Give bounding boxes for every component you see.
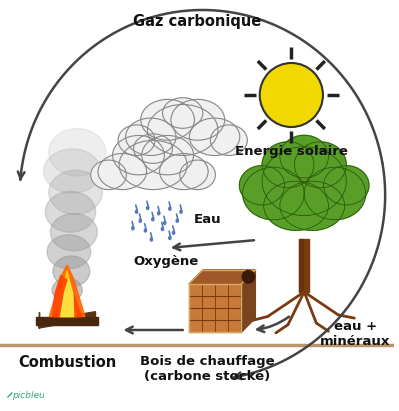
Text: Eau: Eau (194, 213, 221, 226)
Ellipse shape (210, 125, 247, 155)
FancyBboxPatch shape (299, 239, 303, 292)
Ellipse shape (239, 166, 285, 205)
Ellipse shape (161, 228, 164, 231)
Circle shape (242, 270, 255, 283)
Ellipse shape (169, 236, 171, 240)
Ellipse shape (190, 118, 240, 155)
Ellipse shape (180, 210, 182, 213)
Ellipse shape (150, 238, 152, 241)
Ellipse shape (262, 147, 346, 216)
Ellipse shape (304, 167, 366, 220)
Polygon shape (57, 270, 77, 316)
Ellipse shape (158, 212, 160, 215)
Polygon shape (49, 265, 85, 316)
Ellipse shape (135, 210, 138, 213)
Ellipse shape (169, 207, 171, 210)
Ellipse shape (164, 222, 166, 224)
Ellipse shape (160, 154, 208, 189)
Ellipse shape (52, 278, 82, 302)
Polygon shape (39, 312, 95, 328)
Ellipse shape (144, 229, 146, 232)
Text: Combustion: Combustion (18, 355, 116, 370)
Ellipse shape (141, 99, 194, 140)
Polygon shape (61, 279, 74, 316)
Text: picbleu: picbleu (12, 391, 45, 400)
Ellipse shape (148, 104, 218, 155)
Ellipse shape (243, 167, 304, 220)
Text: Bois de chauffage
(carbone stocké): Bois de chauffage (carbone stocké) (140, 355, 275, 383)
Polygon shape (189, 270, 255, 284)
Ellipse shape (171, 99, 225, 140)
Ellipse shape (113, 136, 164, 175)
Ellipse shape (152, 218, 154, 221)
Ellipse shape (119, 141, 187, 189)
Text: Energie solaire: Energie solaire (235, 145, 348, 158)
Text: Oxygène: Oxygène (133, 255, 199, 268)
Ellipse shape (98, 154, 146, 189)
Ellipse shape (49, 170, 103, 215)
FancyBboxPatch shape (299, 239, 310, 292)
Ellipse shape (132, 227, 134, 230)
Ellipse shape (162, 98, 203, 128)
Text: eau +
minéraux: eau + minéraux (320, 320, 391, 348)
Ellipse shape (262, 142, 314, 188)
Ellipse shape (43, 149, 101, 193)
Ellipse shape (45, 192, 96, 232)
Ellipse shape (280, 135, 328, 178)
Ellipse shape (118, 125, 155, 155)
Ellipse shape (176, 219, 178, 222)
Polygon shape (36, 316, 98, 325)
Ellipse shape (50, 213, 97, 251)
FancyBboxPatch shape (189, 284, 241, 332)
Ellipse shape (139, 219, 141, 222)
Ellipse shape (146, 206, 149, 210)
Ellipse shape (134, 134, 172, 163)
Polygon shape (241, 270, 255, 332)
Ellipse shape (180, 160, 215, 189)
Ellipse shape (280, 181, 345, 231)
Ellipse shape (53, 256, 90, 286)
Ellipse shape (49, 129, 106, 176)
Ellipse shape (91, 160, 126, 189)
Ellipse shape (264, 181, 328, 231)
Text: Gaz carbonique: Gaz carbonique (133, 14, 262, 29)
Ellipse shape (142, 136, 194, 175)
Ellipse shape (126, 118, 176, 155)
Ellipse shape (294, 142, 346, 188)
Circle shape (260, 63, 323, 127)
Ellipse shape (324, 166, 369, 205)
Ellipse shape (172, 231, 175, 234)
Ellipse shape (47, 235, 91, 269)
Polygon shape (53, 275, 82, 316)
